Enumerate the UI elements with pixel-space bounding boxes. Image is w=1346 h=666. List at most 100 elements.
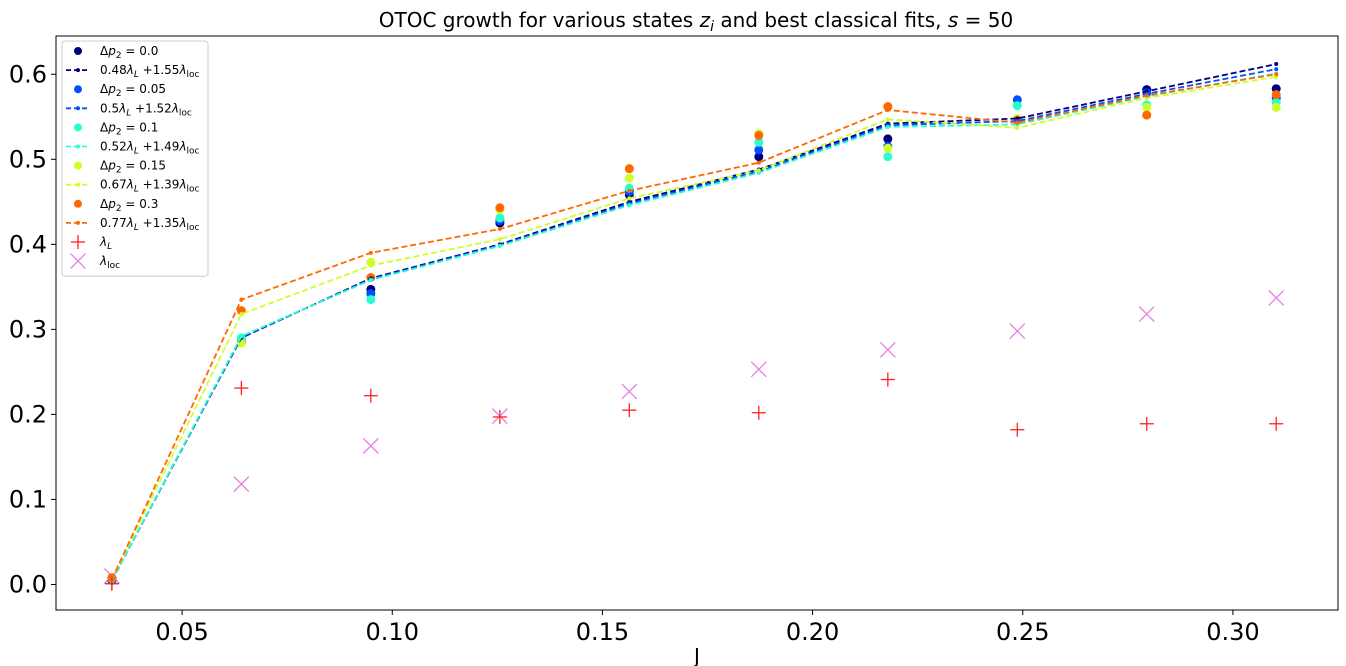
fit-point-0 [1274, 62, 1279, 67]
title-middle: and best classical fits, [714, 8, 948, 32]
y-tick-label: 0.5 [9, 145, 47, 173]
lambda-loc-point [621, 383, 638, 400]
legend-label: Δp2 = 0.1 [100, 120, 158, 137]
lambda-L-point [751, 405, 766, 420]
legend-label: λloc [99, 254, 120, 271]
fit-point-3 [368, 263, 373, 268]
fit-point-3 [627, 196, 632, 201]
title-suffix: = 50 [958, 8, 1013, 32]
y-tick-label: 0.3 [9, 315, 47, 343]
legend-entry: λL [71, 235, 112, 252]
fit-point-2 [885, 124, 890, 129]
lambda-loc-point [362, 437, 379, 454]
x-tick-label: 0.15 [576, 618, 629, 646]
legend-label: 0.77λL +1.35λloc [100, 216, 200, 233]
legend-entry: Δp2 = 0.05 [74, 82, 166, 99]
lambda-loc-point [1268, 289, 1285, 306]
legend-entry: Δp2 = 0.0 [74, 44, 158, 61]
state-point-0 [883, 134, 893, 144]
fit-point-2 [497, 244, 502, 249]
fit-point-3 [1015, 125, 1020, 130]
title-s-var: s [948, 8, 958, 32]
fit-point-4 [756, 160, 761, 165]
lambda-L-point [622, 403, 637, 418]
fit-point-4 [1274, 72, 1279, 77]
x-tick-label: 0.05 [155, 618, 208, 646]
fit-line-4 [111, 73, 1277, 580]
lambda-loc-point [879, 341, 896, 358]
legend-marker [71, 235, 85, 249]
state-point-1 [754, 145, 764, 155]
x-tick-label: 0.10 [366, 618, 419, 646]
legend-marker [74, 123, 82, 132]
state-point-3 [1271, 102, 1281, 112]
state-point-3 [624, 173, 634, 183]
state-point-4 [624, 164, 634, 174]
y-tick-label: 0.6 [9, 60, 47, 88]
lambda-L-point [492, 409, 507, 424]
fit-point-4 [497, 227, 502, 232]
state-point-4 [1271, 90, 1281, 100]
fit-point-4 [239, 297, 244, 302]
fit-point-3 [756, 168, 761, 173]
lambda-L-point [1010, 422, 1025, 437]
fit-point-3 [239, 312, 244, 317]
axes: 0.05 0.10 0.15 0.20 0.25 0.30 0.0 0.1 0.2 0.3 0.4 0… [9, 35, 1339, 646]
fit-point-4 [885, 107, 890, 112]
fit-point-4 [368, 250, 373, 255]
state-point-4 [883, 102, 893, 112]
legend-label: 0.52λL +1.49λloc [100, 140, 200, 157]
fit-point-4 [1144, 93, 1149, 98]
title-sub: i [710, 19, 714, 35]
legend-marker [74, 47, 82, 55]
legend-label: Δp2 = 0.3 [100, 197, 158, 214]
fit-line-1 [111, 68, 1277, 581]
legend-entry: λloc [70, 253, 120, 271]
lambda-loc-point [1138, 306, 1155, 323]
x-tick-label: 0.20 [786, 618, 839, 646]
lambda-loc-point [750, 361, 767, 378]
legend-entry: Δp2 = 0.3 [74, 197, 158, 214]
lambda-L-point [104, 576, 119, 591]
y-tick-label: 0.0 [9, 570, 47, 598]
lambda-L-point [1139, 416, 1154, 431]
fit-point-1 [1274, 67, 1279, 72]
legend-marker [74, 161, 82, 170]
fit-line-2 [111, 72, 1277, 581]
state-point-3 [1142, 102, 1152, 112]
legend-marker [74, 199, 82, 208]
legend-label: λL [99, 235, 112, 252]
legend-label: Δp2 = 0.15 [100, 159, 166, 176]
state-point-2 [883, 152, 893, 162]
lambda-L-point [363, 388, 378, 403]
state-point-2 [1012, 101, 1022, 111]
state-point-2 [366, 295, 376, 305]
chart-title: OTOC growth for various states zi and be… [379, 8, 1013, 35]
state-point-2 [495, 213, 505, 223]
legend-entry: 0.67λL +1.39λloc [66, 178, 200, 195]
lambda-L-point [1269, 416, 1284, 431]
fit-point-3 [885, 117, 890, 122]
legend-label: Δp2 = 0.0 [100, 44, 158, 61]
fit-line-0 [111, 63, 1277, 581]
plot-area [103, 62, 1285, 591]
y-tick-label: 0.2 [9, 400, 47, 428]
state-point-2 [754, 137, 764, 147]
y-tick-label: 0.1 [9, 485, 47, 513]
legend-label: 0.48λL +1.55λloc [100, 63, 200, 80]
legend-entry: Δp2 = 0.1 [74, 120, 158, 137]
legend-box [61, 40, 209, 277]
legend-label: 0.5λL +1.52λloc [100, 101, 192, 118]
fit-point-4 [627, 188, 632, 193]
fit-line-3 [111, 75, 1277, 580]
title-prefix: OTOC growth for various states [379, 8, 700, 32]
legend-label: Δp2 = 0.05 [100, 82, 166, 99]
x-tick-label: 0.25 [996, 618, 1049, 646]
lambda-loc-point [1009, 323, 1026, 340]
lambda-L-point [880, 372, 895, 387]
legend-entry: 0.5λL +1.52λloc [66, 101, 192, 118]
y-tick-label: 0.4 [9, 230, 47, 258]
legend-entry: 0.77λL +1.35λloc [66, 216, 200, 233]
state-point-3 [883, 143, 893, 153]
